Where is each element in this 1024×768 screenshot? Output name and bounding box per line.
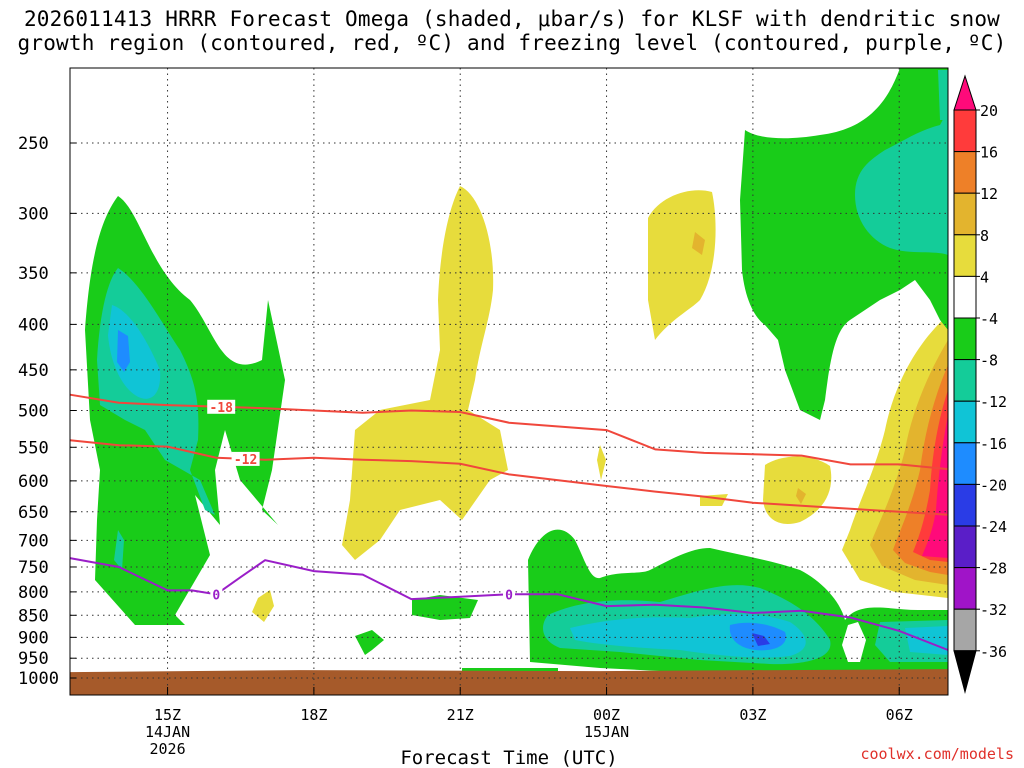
y-tick-label: 1000 (18, 669, 59, 689)
y-tick-label: 500 (18, 402, 49, 422)
y-tick-label: 650 (18, 503, 49, 523)
x-tick-label: 15Z (154, 706, 181, 724)
y-tick-label: 450 (18, 361, 49, 381)
x-tick-label: 18Z (300, 706, 327, 724)
isotherm-label: -18 (209, 401, 233, 416)
colorbar-label: -12 (980, 393, 1007, 411)
colorbar-swatch (953, 151, 977, 194)
colorbar-label: -24 (980, 518, 1007, 536)
y-tick-label: 250 (18, 134, 49, 154)
isotherm-label-bg (207, 399, 236, 414)
isotherm-label: -12 (234, 453, 257, 468)
colorbar: 20 16 12 8 4 -4 -8 -12 -16 -20 -24 -28 -32 -36 (953, 74, 1007, 694)
y-tick-label: 850 (18, 606, 49, 626)
colorbar-swatch (953, 400, 977, 444)
y-tick-label: 350 (18, 264, 49, 284)
colorbar-label: -20 (980, 476, 1007, 494)
colorbar-label: 20 (980, 102, 998, 120)
colorbar-label: 4 (980, 268, 989, 286)
omega-region-cyan-lower-right (905, 626, 948, 655)
x-axis-label: Forecast Time (UTC) (400, 747, 617, 768)
y-tick-label: 900 (18, 628, 49, 648)
colorbar-swatch (953, 442, 977, 485)
omega-region-teal-upper-right-2 (938, 70, 948, 120)
x-tick-sublabel: 15JAN (584, 723, 629, 741)
isotherm-label: 0 (212, 588, 220, 603)
y-tick-label: 700 (18, 531, 49, 551)
omega-region-yellow-6 (252, 590, 274, 622)
y-tick-label: 800 (18, 583, 49, 603)
colorbar-label: -4 (980, 310, 998, 328)
colorbar-swatch (953, 109, 977, 153)
colorbar-swatch (953, 483, 977, 527)
y-tick-label: 750 (18, 558, 49, 578)
y-tick-label: 950 (18, 649, 49, 669)
colorbar-label: 8 (980, 227, 989, 245)
colorbar-swatch (953, 234, 977, 277)
omega-region-yellow-3 (597, 445, 606, 480)
omega-region-white-hole (842, 622, 866, 662)
surface-terrain (70, 669, 948, 695)
colorbar-swatch (953, 275, 977, 319)
colorbar-swatch (953, 608, 977, 652)
x-tick-sublabel: 14JAN (145, 723, 190, 741)
omega-region-blue-left (117, 330, 130, 372)
omega-region-orange-spot (692, 232, 705, 255)
omega-region-cyan-left (108, 305, 161, 399)
omega-region-orange-spot-2 (796, 488, 806, 504)
chart-title-line-1: 2026011413 HRRR Forecast Omega (shaded, … (23, 7, 1001, 31)
colorbar-label: 16 (980, 144, 998, 162)
x-tick-label: 03Z (739, 706, 766, 724)
y-tick-label: 300 (18, 204, 49, 224)
colorbar-label: -16 (980, 435, 1007, 453)
y-tick-label: 400 (18, 315, 49, 335)
isotherm-label-bg (210, 587, 223, 602)
omega-region-green-small-1 (355, 630, 384, 655)
site-credit: coolwx.com/models (860, 745, 1014, 763)
isotherm-label-bg (231, 451, 260, 466)
colorbar-label: -32 (980, 601, 1007, 619)
omega-region-yellow-5 (763, 456, 832, 524)
chart-title-line-2: growth region (contoured, red, ºC) and f… (17, 31, 1007, 55)
colorbar-label: -28 (980, 560, 1007, 578)
colorbar-swatch (953, 317, 977, 361)
isotherm-contours: -18 -12 0 0 (69, 393, 949, 651)
colorbar-label: 12 (980, 185, 998, 203)
omega-region-teal-left-2 (114, 530, 124, 570)
omega-region-teal-upper-right (855, 68, 948, 255)
axes: 2503003504004505005506006507007508008509… (18, 67, 949, 768)
grid-lines (70, 68, 948, 695)
colorbar-label: -8 (980, 352, 998, 370)
colorbar-bottom-arrow (953, 650, 977, 694)
isotherm-0-line (69, 557, 949, 651)
colorbar-swatch (953, 525, 977, 569)
colorbar-swatch (953, 192, 977, 236)
x-tick-label: 21Z (447, 706, 474, 724)
omega-shading (70, 68, 948, 695)
omega-region-darkblue-lower (752, 633, 770, 646)
isotherm--12-line (69, 439, 949, 516)
isotherm-label: 0 (505, 588, 513, 603)
isotherm-label-bg (503, 587, 515, 602)
plot-frame (69, 67, 949, 696)
omega-region-yellow-2 (648, 190, 716, 340)
colorbar-top-arrow (953, 74, 977, 111)
x-tick-label: 00Z (593, 706, 620, 724)
omega-region-yellow-1 (342, 186, 508, 560)
colorbar-label: -36 (980, 643, 1007, 661)
y-tick-label: 550 (18, 438, 49, 458)
y-tick-label: 600 (18, 472, 49, 492)
colorbar-swatch (953, 359, 977, 402)
x-tick-sublabel: 2026 (149, 740, 185, 758)
x-tick-label: 06Z (886, 706, 913, 724)
colorbar-swatch (953, 567, 977, 610)
omega-region-green-small-2 (412, 595, 478, 620)
omega-region-magenta-right (922, 415, 948, 558)
